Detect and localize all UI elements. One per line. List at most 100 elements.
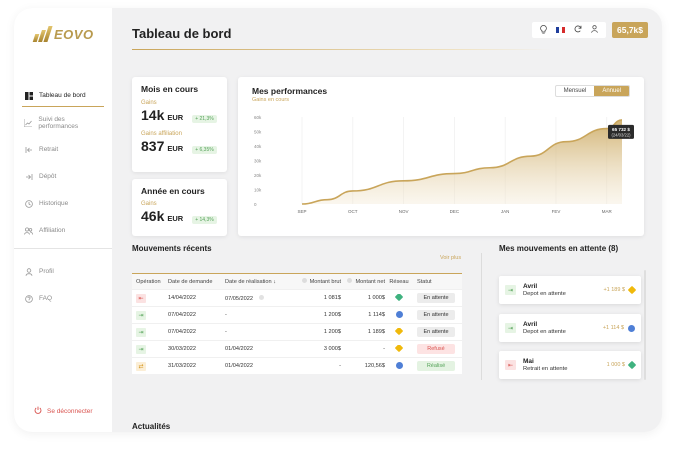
toggle-yearly[interactable]: Annuel — [594, 86, 629, 96]
request-date-cell-text: 07/04/2022 — [168, 329, 196, 335]
blue-network-icon — [395, 310, 403, 318]
col-operation: Opération — [136, 278, 161, 285]
completion-date-cell: 07/05/2022 — [221, 294, 289, 302]
app-frame: EOVO Tableau de bord Suivi des performan… — [14, 8, 662, 432]
sidebar-item-affiliation[interactable]: Affiliation — [14, 217, 112, 244]
col-request-date[interactable]: Date de demande — [168, 278, 213, 285]
pending-item-subtitle: Retrait en attente — [523, 366, 568, 372]
blue-network-icon — [395, 361, 403, 369]
x-tick-label: JAN — [501, 209, 510, 214]
table-row[interactable]: ⇥ 07/04/2022 - 1 200$ 1 189$ En attente — [132, 323, 462, 340]
card-title: Mois en cours — [141, 84, 199, 94]
y-tick-label: 10k — [254, 188, 262, 193]
gross-cell-text: - — [339, 363, 341, 369]
info-icon — [301, 278, 307, 283]
pending-item-subtitle: Depot en attente — [523, 329, 566, 335]
users-icon — [24, 226, 33, 235]
op-cell: ⇥ — [132, 310, 164, 320]
pending-item[interactable]: ⇥ Avril Depot en attente +1 189 $ — [499, 276, 641, 304]
pending-item-title: Avril — [523, 321, 538, 328]
x-tick-label: MAR — [602, 209, 613, 214]
completion-date-cell-text: - — [225, 329, 227, 335]
completion-date-cell: - — [221, 312, 289, 318]
sidebar-divider — [14, 248, 112, 249]
dashboard-icon — [24, 91, 33, 100]
refresh-icon[interactable] — [574, 25, 582, 35]
pending-amount-value: 1 000 $ — [606, 362, 625, 368]
sidebar-item-faq[interactable]: FAQ — [14, 285, 112, 312]
info-icon[interactable] — [259, 294, 264, 300]
gains-unit: EUR — [167, 113, 184, 122]
gross-cell-text: 1 200$ — [323, 312, 341, 318]
brand-logo[interactable]: EOVO — [32, 26, 94, 42]
balance-badge[interactable]: 65,7k$ — [612, 22, 648, 38]
blue-network-icon — [628, 324, 635, 332]
table-row[interactable]: ⇄ 31/03/2022 01/04/2022 - 120,56$ Réalisé — [132, 357, 462, 374]
gross-cell: 1 081$ — [289, 295, 341, 301]
toggle-monthly[interactable]: Mensuel — [563, 88, 587, 94]
card-title: Année en cours — [141, 186, 205, 196]
status-badge: En attente — [417, 293, 455, 303]
x-tick-label: OCT — [348, 209, 358, 214]
gross-cell: - — [289, 363, 341, 369]
pending-item[interactable]: ⇤ Mai Retrait en attente 1 000 $ — [499, 351, 641, 379]
completion-date-cell-text: 01/04/2022 — [225, 346, 253, 352]
series-line — [301, 119, 623, 205]
status-badge: En attente — [417, 327, 455, 337]
account-icon[interactable] — [591, 25, 598, 35]
table-row[interactable]: ⇤ 14/04/2022 07/05/2022 1 081$ 1 000$ En atte… — [132, 289, 462, 306]
affiliation-value: 837 — [141, 138, 165, 154]
completion-date-cell-text: - — [225, 312, 227, 318]
col-gross[interactable]: Montant brut — [289, 278, 341, 285]
movements-title: Mouvements récents — [132, 244, 212, 253]
tooltip-box — [608, 124, 634, 139]
movements-table: Opération Date de demande Date de réalis… — [132, 273, 462, 374]
gains-value: 14k — [141, 107, 165, 123]
series-area — [302, 119, 622, 204]
lightbulb-icon[interactable] — [540, 24, 547, 36]
affiliation-pct-badge: + 6,35% — [192, 146, 217, 154]
completion-date-cell: 01/04/2022 — [221, 346, 289, 352]
pending-scrollbar[interactable] — [644, 270, 646, 380]
sidebar-item-withdraw[interactable]: Retrait — [14, 136, 112, 163]
performance-chart: 60k 50k 40k 30k 20k 10k 0 SEP OCT NOV DEC JAN FEV MAR… — [254, 115, 634, 214]
sidebar-item-performance[interactable]: Suivi des performances — [14, 109, 112, 136]
yellow-network-icon — [394, 328, 404, 336]
logout-label: Se déconnecter — [47, 407, 93, 415]
withdraw-icon: ⇤ — [136, 293, 146, 303]
col-net[interactable]: Montant net — [341, 278, 385, 285]
table-row[interactable]: ⇥ 07/04/2022 - 1 200$ 1 114$ En attente — [132, 306, 462, 323]
x-tick-label: FEV — [552, 209, 561, 214]
table-row[interactable]: ⇥ 30/03/2022 01/04/2022 3 000$ - Refusé — [132, 340, 462, 357]
sidebar-item-deposit[interactable]: Dépôt — [14, 163, 112, 190]
table-header: Opération Date de demande Date de réalis… — [132, 273, 462, 289]
col-completion-date[interactable]: Date de réalisation ↓ — [225, 278, 276, 285]
sidebar-item-profile[interactable]: Profil — [14, 258, 112, 285]
gains-unit: EUR — [167, 214, 184, 223]
affiliation-value-row: 837 EUR + 6,35% — [141, 138, 218, 154]
gross-cell: 1 200$ — [289, 312, 341, 318]
sidebar-item-label: FAQ — [39, 295, 53, 302]
news-title: Actualités — [132, 422, 171, 431]
withdraw-icon — [24, 145, 33, 154]
power-icon — [34, 406, 42, 416]
network-cell — [385, 328, 413, 336]
pending-text: Avril Depot en attente — [523, 283, 566, 297]
net-cell: 1 000$ — [341, 295, 385, 301]
sidebar-nav: Tableau de bord Suivi des performances R… — [14, 82, 112, 244]
performance-subtitle: Gains en cours — [252, 97, 289, 103]
french-flag-icon[interactable] — [556, 27, 565, 33]
deposit-icon: ⇥ — [505, 285, 516, 295]
net-cell: - — [341, 346, 385, 352]
pending-item[interactable]: ⇥ Avril Depot en attente +1 114 $ — [499, 314, 641, 342]
completion-date-cell-text: 07/05/2022 — [225, 295, 253, 302]
logout-button[interactable]: Se déconnecter — [34, 406, 93, 416]
pending-amount-value: +1 189 $ — [603, 287, 625, 293]
op-cell: ⇥ — [132, 327, 164, 337]
net-cell: 1 189$ — [341, 329, 385, 335]
deposit-icon: ⇥ — [136, 310, 146, 320]
sidebar-item-history[interactable]: Historique — [14, 190, 112, 217]
sidebar-item-dashboard[interactable]: Tableau de bord — [14, 82, 112, 109]
request-date-cell: 30/03/2022 — [164, 346, 221, 352]
see-more-link[interactable]: Voir plus — [440, 255, 462, 261]
